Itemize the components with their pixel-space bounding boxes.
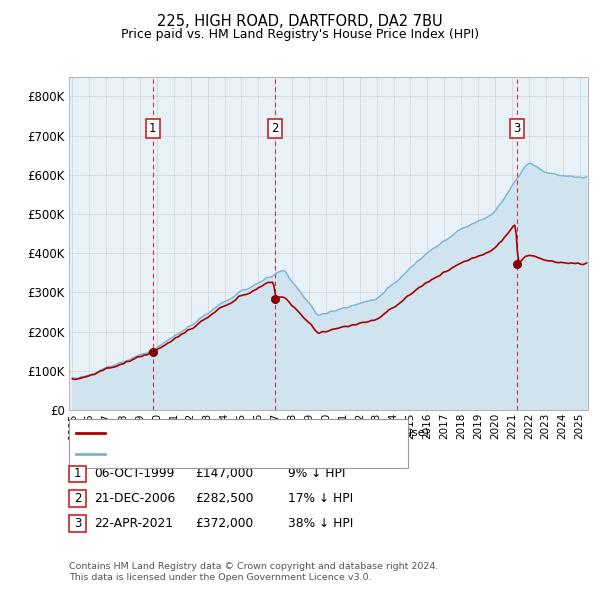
Point <box>148 348 158 357</box>
Text: £147,000: £147,000 <box>195 467 253 480</box>
Text: 9% ↓ HPI: 9% ↓ HPI <box>288 467 346 480</box>
Point <box>512 260 522 269</box>
Text: 17% ↓ HPI: 17% ↓ HPI <box>288 492 353 505</box>
Text: £282,500: £282,500 <box>195 492 254 505</box>
Text: 3: 3 <box>514 122 521 135</box>
Text: 3: 3 <box>74 517 81 530</box>
Text: 22-APR-2021: 22-APR-2021 <box>94 517 173 530</box>
Text: £372,000: £372,000 <box>195 517 253 530</box>
Text: 1: 1 <box>74 467 81 480</box>
Text: 1: 1 <box>149 122 157 135</box>
Text: 2: 2 <box>271 122 278 135</box>
Point <box>270 294 280 304</box>
Text: Price paid vs. HM Land Registry's House Price Index (HPI): Price paid vs. HM Land Registry's House … <box>121 28 479 41</box>
Text: Contains HM Land Registry data © Crown copyright and database right 2024.: Contains HM Land Registry data © Crown c… <box>69 562 439 571</box>
Text: 06-OCT-1999: 06-OCT-1999 <box>94 467 175 480</box>
Text: 38% ↓ HPI: 38% ↓ HPI <box>288 517 353 530</box>
Text: 225, HIGH ROAD, DARTFORD, DA2 7BU (detached house): 225, HIGH ROAD, DARTFORD, DA2 7BU (detac… <box>110 428 429 438</box>
Text: 21-DEC-2006: 21-DEC-2006 <box>94 492 175 505</box>
Text: This data is licensed under the Open Government Licence v3.0.: This data is licensed under the Open Gov… <box>69 572 371 582</box>
Text: 225, HIGH ROAD, DARTFORD, DA2 7BU: 225, HIGH ROAD, DARTFORD, DA2 7BU <box>157 14 443 30</box>
Text: HPI: Average price, detached house, Dartford: HPI: Average price, detached house, Dart… <box>110 449 363 459</box>
Text: 2: 2 <box>74 492 81 505</box>
